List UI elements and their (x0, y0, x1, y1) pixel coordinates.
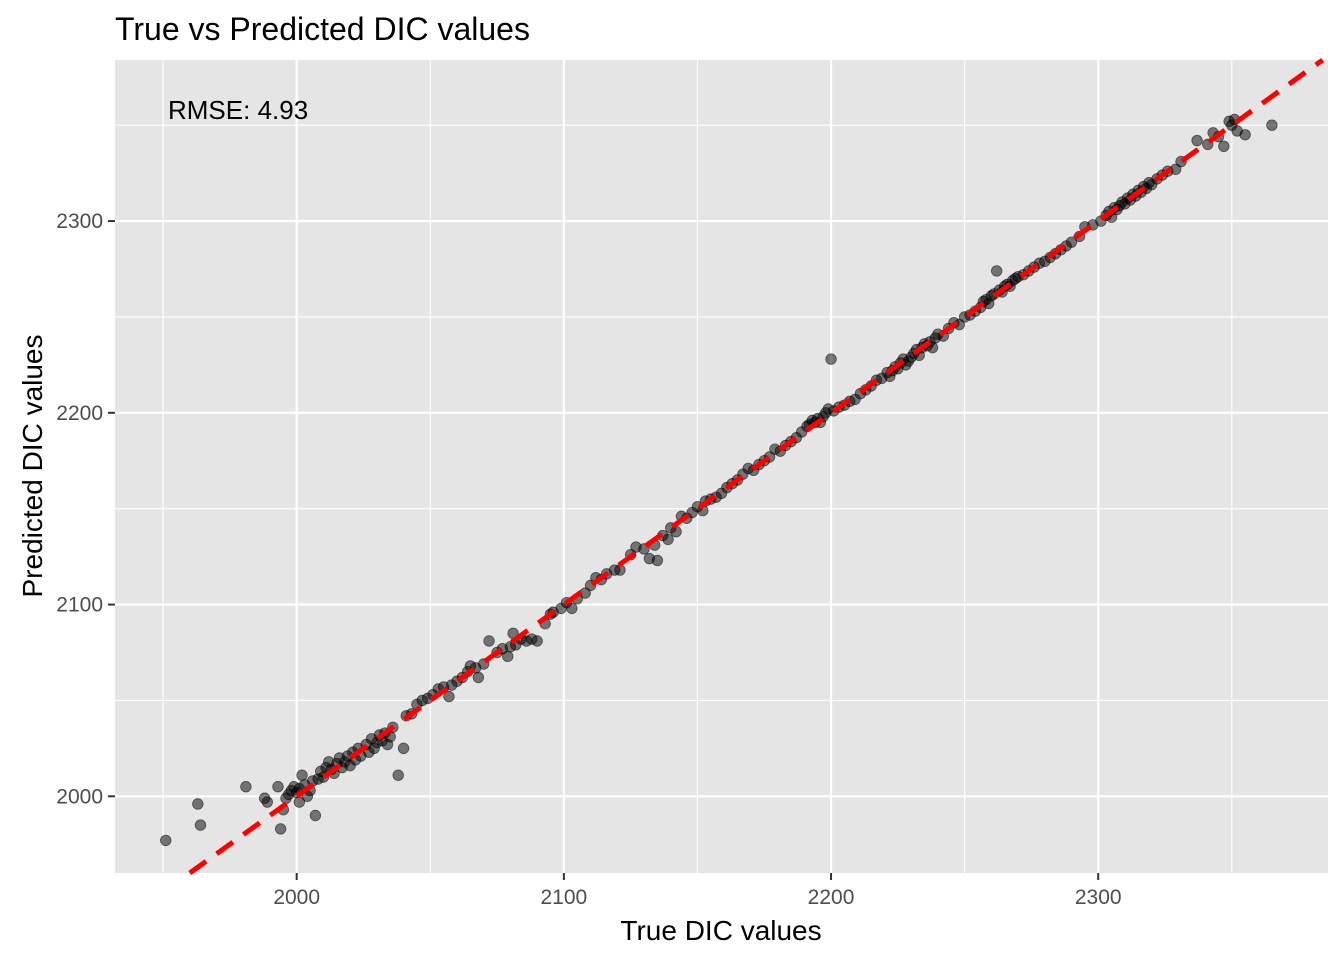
data-point (272, 781, 284, 793)
data-point (392, 769, 404, 781)
data-point (443, 690, 455, 703)
chart-title: True vs Predicted DIC values (115, 11, 530, 47)
minor-gridlines (115, 60, 1328, 873)
data-point (531, 635, 543, 647)
data-point (1065, 236, 1078, 248)
x-tick-label: 2300 (1075, 886, 1122, 909)
data-point (397, 742, 410, 755)
data-point (309, 809, 322, 822)
data-point (502, 650, 514, 663)
data-point (662, 533, 674, 546)
data-point (1266, 119, 1278, 131)
x-tick-label: 2000 (273, 886, 320, 909)
x-axis-ticks: 2000 2100 2200 2300 (273, 873, 1122, 909)
y-tick-label: 2100 (56, 594, 103, 617)
data-point (192, 798, 204, 810)
data-point (1191, 134, 1203, 147)
rmse-annotation: RMSE: 4.93 (168, 95, 308, 125)
data-point (472, 671, 485, 684)
y-tick-label: 2300 (56, 210, 103, 233)
data-point (670, 525, 682, 538)
major-gridlines (115, 60, 1328, 873)
x-tick-label: 2200 (808, 886, 855, 909)
data-point (296, 769, 308, 781)
data-point (1218, 140, 1230, 152)
x-axis-title: True DIC values (620, 915, 821, 946)
data-point (825, 353, 837, 365)
y-tick-label: 2000 (56, 785, 103, 808)
data-point (651, 554, 664, 567)
data-point (483, 635, 495, 647)
data-point (240, 781, 252, 793)
y-axis-title: Predicted DIC values (17, 334, 48, 597)
y-axis-ticks: 2000 2100 2200 2300 (56, 210, 115, 808)
data-point (194, 819, 207, 831)
data-point (990, 265, 1003, 277)
identity-reference-line (188, 57, 1325, 876)
data-point (566, 602, 578, 615)
data-point (160, 834, 172, 847)
data-point (261, 796, 273, 808)
x-tick-label: 2100 (541, 886, 588, 909)
data-point (274, 823, 287, 835)
y-tick-label: 2200 (56, 402, 103, 425)
data-point (1239, 129, 1251, 141)
